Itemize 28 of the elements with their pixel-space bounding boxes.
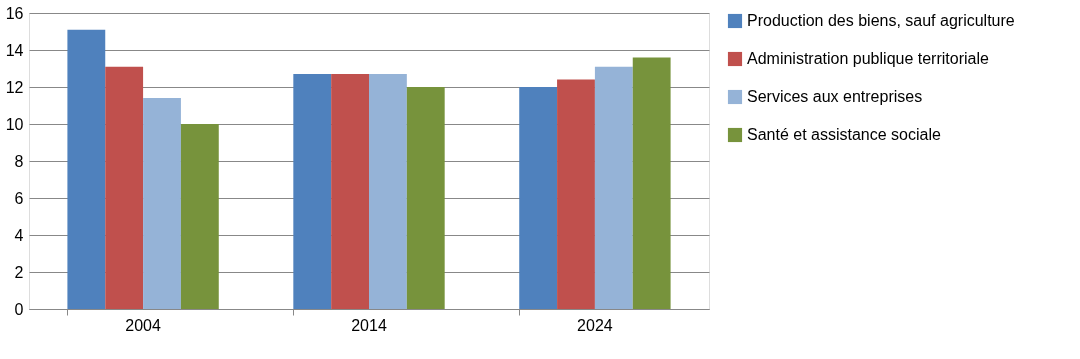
- bar: [594, 66, 633, 309]
- bar: [557, 79, 595, 309]
- legend-label: Production des biens, sauf agriculture: [747, 12, 1015, 29]
- bar: [406, 87, 445, 309]
- bar: [331, 74, 369, 309]
- legend-label: Santé et assistance sociale: [747, 126, 941, 143]
- y-tick-label: 14: [5, 41, 24, 59]
- legend-label: Services aux entreprises: [747, 88, 923, 105]
- x-tick-label: 2024: [577, 316, 613, 334]
- legend-label: Administration publique territoriale: [747, 50, 989, 67]
- bar: [105, 66, 144, 309]
- y-tick-label: 8: [14, 152, 24, 170]
- bar: [180, 124, 219, 309]
- x-tick-label: 2014: [351, 316, 387, 334]
- y-tick-label: 4: [14, 226, 24, 244]
- bar: [632, 57, 671, 309]
- y-tick-label: 0: [14, 300, 24, 318]
- bar: [67, 29, 106, 309]
- x-tick-label: 2004: [125, 316, 161, 334]
- bar: [293, 74, 332, 309]
- bar: [519, 87, 558, 309]
- y-tick-label: 10: [5, 115, 24, 133]
- y-tick-label: 2: [14, 263, 24, 281]
- y-tick-label: 16: [5, 4, 24, 22]
- y-tick-label: 6: [14, 189, 24, 207]
- bar: [143, 98, 181, 309]
- y-tick-label: 12: [5, 78, 24, 96]
- bar: [369, 74, 407, 309]
